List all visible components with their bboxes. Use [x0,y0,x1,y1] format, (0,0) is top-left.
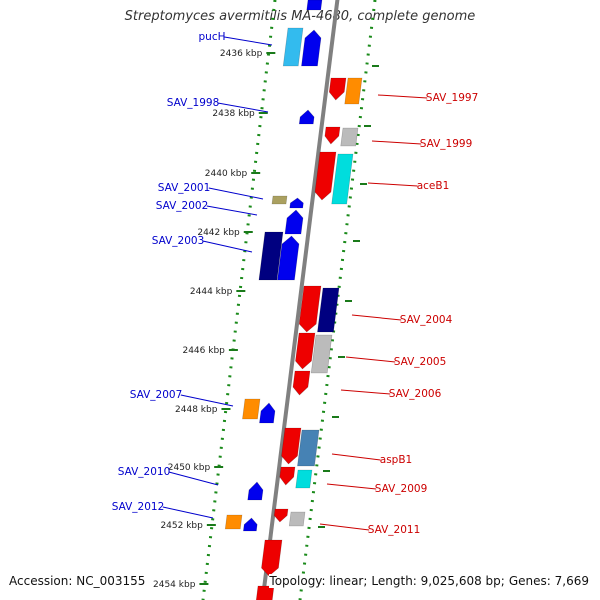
gene-plus-strand[interactable] [255,585,275,600]
accession-label: Accession: [9,574,73,588]
gene-plus-strand[interactable] [344,77,363,105]
scale-tick-label: 2448 kbp [175,405,218,415]
label-leader [319,523,370,531]
gene-label-SAV_2003[interactable]: SAV_2003 [152,235,205,247]
gene-plus-strand[interactable] [317,287,340,333]
gene-label-aceB1[interactable]: aceB1 [417,180,450,192]
label-leader [162,506,214,519]
gene-label-SAV_1999[interactable]: SAV_1999 [420,138,473,150]
gene-label-pucH[interactable]: pucH [199,31,226,43]
gene-SAV_2009[interactable] [279,466,296,486]
gene-label-aspB1[interactable]: aspB1 [380,454,412,466]
gene-label-SAV_2006[interactable]: SAV_2006 [389,388,442,400]
gene-SAV_2004[interactable] [298,285,322,333]
gene-label-SAV_2012[interactable]: SAV_2012 [112,501,165,513]
scale-tick-label: 2442 kbp [197,228,240,238]
genome-summary: Topology: linear; Length: 9,025,608 bp; Ge… [269,574,589,588]
gene-plus-strand[interactable] [288,511,306,527]
scale-tick-label: 2446 kbp [182,346,225,356]
gene-label-SAV_2010[interactable]: SAV_2010 [118,466,171,478]
scale-tick-label: 2440 kbp [205,169,248,179]
gene-SAV_2010[interactable] [247,481,264,501]
label-leader [224,36,273,46]
scale-tick-label: 2454 kbp [153,580,196,590]
gene-minus-strand[interactable] [259,402,276,424]
gene-SAV_2002[interactable] [289,197,304,209]
gene-plus-strand[interactable] [340,127,359,147]
gene-aceB1[interactable] [314,151,337,201]
scale-tick-label: 2436 kbp [220,49,263,59]
gene-minus-strand[interactable] [284,209,304,235]
gene-SAV_1997[interactable] [328,77,347,101]
gene-SAV_2001[interactable] [271,195,288,205]
gene-plus-strand[interactable] [297,429,320,467]
gene-minus-strand[interactable] [277,235,300,281]
label-leader [202,240,253,253]
label-leader [217,102,269,113]
gene-aspB1[interactable] [281,427,302,465]
label-leader [206,205,258,216]
topology-value: linear [329,574,364,588]
length-value: 9,025,608 bp [420,574,501,588]
gene-label-SAV_2002[interactable]: SAV_2002 [156,200,209,212]
gene-pucH[interactable] [282,27,304,67]
gene-SAV_2003[interactable] [258,231,284,281]
label-leader [367,182,418,187]
scale-tick-label: 2452 kbp [160,521,203,531]
genome-backbone [260,0,340,600]
gene-SAV_2011[interactable] [273,508,289,523]
length-label: Length: [371,574,417,588]
gene-label-SAV_2001[interactable]: SAV_2001 [158,182,211,194]
label-leader [326,483,377,490]
label-leader [377,94,428,99]
gene-SAV_1999[interactable] [324,126,341,145]
label-leader [208,187,264,200]
gene-label-SAV_2011[interactable]: SAV_2011 [368,524,421,536]
title: Streptomyces avermitilis MA-4680, comple… [124,9,476,24]
gene-minus-strand[interactable] [243,517,258,532]
guide-line-right [298,0,377,600]
scale-tick-label: 2450 kbp [168,463,211,473]
gene-minus-strand[interactable] [306,0,323,11]
genes-value: 7,669 [554,574,589,588]
guide-line-left [201,0,277,600]
accession-value: NC_003155 [76,574,146,588]
gene-SAV_2006[interactable] [292,370,311,396]
gene-plus-strand[interactable] [331,153,354,205]
label-leader [331,453,381,461]
scale-tick-label: 2444 kbp [190,287,233,297]
scale-tick-label: 2438 kbp [212,109,255,119]
gene-label-SAV_2005[interactable]: SAV_2005 [394,356,447,368]
gene-label-SAV_1997[interactable]: SAV_1997 [426,92,479,104]
label-leader [168,471,219,486]
gene-minus-strand[interactable] [301,29,322,67]
label-leader [340,389,391,395]
gene-SAV_1998[interactable] [298,109,315,125]
label-leader [345,356,396,363]
gene-label-SAV_2004[interactable]: SAV_2004 [400,314,453,326]
label-leader [371,140,422,145]
topology-label: Topology: [269,574,326,588]
gene-SAV_2007[interactable] [242,398,261,420]
accession-info: Accession: NC_003155 [9,574,146,588]
gene-SAV_2012[interactable] [224,514,243,530]
gene-label-SAV_1998[interactable]: SAV_1998 [167,97,220,109]
gene-plus-strand[interactable] [310,334,333,374]
gene-plus-strand[interactable] [295,469,313,489]
gene-plus-strand[interactable] [261,539,283,577]
label-leader [351,314,402,321]
gene-label-SAV_2007[interactable]: SAV_2007 [130,389,183,401]
gene-SAV_2005[interactable] [295,332,316,370]
genes-label: Genes: [508,574,551,588]
label-leader [180,394,234,407]
gene-label-SAV_2009[interactable]: SAV_2009 [375,483,428,495]
